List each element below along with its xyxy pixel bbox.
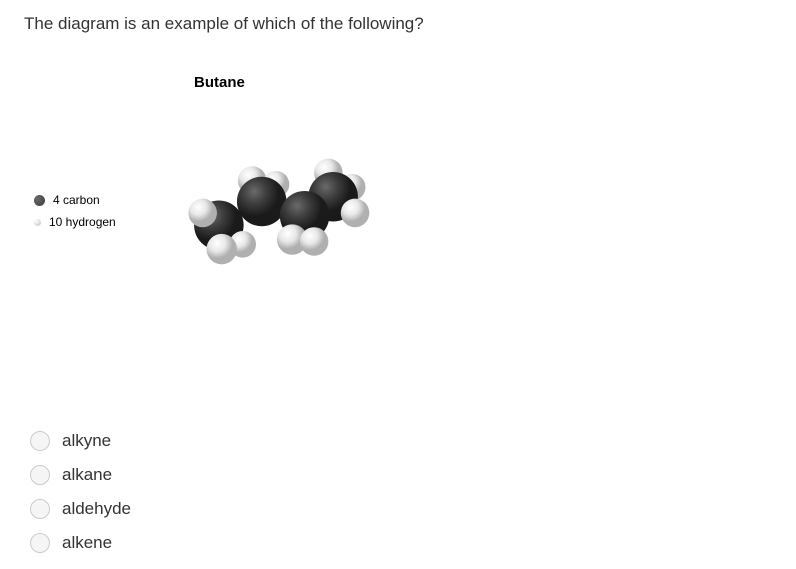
legend-item-hydrogen: 10 hydrogen [34,215,116,229]
option-label: alkane [62,465,112,485]
diagram-area: Butane 4 carbon 10 hydrogen [34,74,772,281]
legend-item-carbon: 4 carbon [34,193,116,207]
hydrogen-dot-icon [34,219,41,226]
radio-icon [30,499,50,519]
radio-icon [30,431,50,451]
option-alkyne[interactable]: alkyne [30,431,772,451]
molecule-title: Butane [194,74,772,91]
legend-label: 4 carbon [53,193,100,207]
radio-icon [30,533,50,553]
option-aldehyde[interactable]: aldehyde [30,499,772,519]
option-alkane[interactable]: alkane [30,465,772,485]
diagram-row: 4 carbon 10 hydrogen [34,141,772,281]
legend: 4 carbon 10 hydrogen [34,193,116,229]
carbon-dot-icon [34,195,45,206]
option-label: aldehyde [62,499,131,519]
question-text: The diagram is an example of which of th… [24,14,772,34]
legend-label: 10 hydrogen [49,215,116,229]
answer-options: alkyne alkane aldehyde alkene [30,431,772,553]
option-label: alkyne [62,431,111,451]
radio-icon [30,465,50,485]
molecule-model [176,141,376,281]
option-alkene[interactable]: alkene [30,533,772,553]
option-label: alkene [62,533,112,553]
